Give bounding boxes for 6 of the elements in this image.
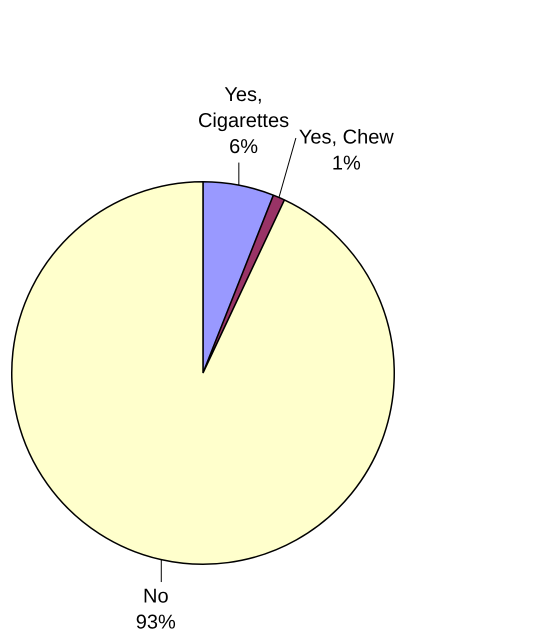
data-label: 1% xyxy=(332,152,361,175)
slice-label: Yes, Chew xyxy=(298,126,394,149)
data-label: 6% xyxy=(229,136,258,158)
slice-label: No xyxy=(143,586,169,608)
slice-label: Yes, Cigarettes xyxy=(198,84,290,132)
data-label: 93% xyxy=(136,612,176,634)
